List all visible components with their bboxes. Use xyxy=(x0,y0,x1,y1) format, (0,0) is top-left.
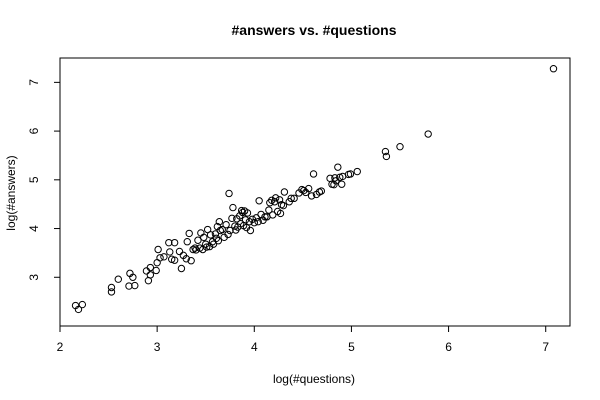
data-point xyxy=(200,233,208,242)
y-tick-label: 4 xyxy=(27,225,41,232)
data-point xyxy=(218,225,226,234)
data-point xyxy=(254,218,262,226)
data-point xyxy=(107,283,116,292)
x-axis: 2 3 4 5 6 7 xyxy=(57,326,549,354)
data-point xyxy=(229,203,237,212)
data-point xyxy=(206,231,215,239)
data-points xyxy=(71,65,558,314)
data-point xyxy=(266,199,274,207)
data-point xyxy=(252,214,260,222)
x-tick-label: 4 xyxy=(251,340,258,354)
data-point xyxy=(142,267,151,275)
data-point xyxy=(353,167,361,176)
plot-frame xyxy=(59,57,571,327)
data-point xyxy=(287,194,295,203)
data-point xyxy=(177,264,186,273)
data-point xyxy=(114,275,122,283)
data-point xyxy=(317,187,326,195)
y-axis: 3 4 5 6 7 xyxy=(27,79,60,281)
x-tick-label: 3 xyxy=(154,340,161,354)
chart-title: #answers vs. #questions xyxy=(232,22,397,38)
data-point xyxy=(265,206,273,214)
data-point xyxy=(276,209,285,218)
data-point xyxy=(382,152,391,161)
data-point xyxy=(269,211,277,219)
data-point xyxy=(194,236,202,244)
y-tick-label: 5 xyxy=(27,176,41,183)
y-axis-title: log(#answers) xyxy=(4,155,18,230)
data-point xyxy=(170,238,179,247)
data-point xyxy=(280,188,289,196)
data-point xyxy=(246,226,255,235)
data-point xyxy=(307,192,316,200)
data-point xyxy=(304,184,313,193)
data-point xyxy=(346,170,355,178)
data-point xyxy=(279,201,288,210)
data-point xyxy=(255,197,263,205)
data-point xyxy=(224,230,232,239)
data-point xyxy=(270,198,279,206)
y-tick-label: 6 xyxy=(27,127,41,134)
data-point xyxy=(189,245,197,254)
data-point xyxy=(165,238,173,247)
data-point xyxy=(225,189,233,198)
data-point xyxy=(211,230,220,238)
data-point xyxy=(290,194,298,203)
data-point xyxy=(300,186,308,195)
data-point xyxy=(214,237,223,245)
data-point xyxy=(175,247,184,256)
data-point xyxy=(107,288,116,296)
x-tick-label: 5 xyxy=(348,340,355,354)
data-point xyxy=(338,180,346,188)
data-point xyxy=(156,254,164,262)
data-point xyxy=(129,273,137,281)
y-tick-label: 3 xyxy=(27,274,41,281)
x-tick-label: 7 xyxy=(542,340,549,354)
data-point xyxy=(228,214,236,223)
data-point xyxy=(212,234,221,242)
data-point xyxy=(424,130,432,138)
data-point xyxy=(146,271,155,279)
data-point xyxy=(250,218,258,227)
x-tick-label: 6 xyxy=(445,340,452,354)
data-point xyxy=(330,180,338,189)
data-point xyxy=(334,163,342,171)
data-point xyxy=(125,282,133,290)
data-point xyxy=(160,253,168,261)
data-point xyxy=(271,194,280,202)
data-point xyxy=(185,229,193,238)
data-point xyxy=(166,248,174,256)
data-point xyxy=(238,208,247,217)
data-point xyxy=(222,220,230,229)
data-point xyxy=(74,305,83,314)
data-point xyxy=(154,245,162,254)
data-point xyxy=(209,240,218,248)
data-point xyxy=(170,256,179,264)
data-point xyxy=(187,257,195,265)
y-tick-label: 7 xyxy=(27,79,41,86)
data-point xyxy=(202,243,211,251)
data-point xyxy=(183,238,191,246)
data-point xyxy=(396,142,404,151)
data-point xyxy=(78,300,87,309)
data-point xyxy=(182,255,190,263)
data-point xyxy=(146,263,155,272)
data-point xyxy=(275,196,284,204)
data-point xyxy=(226,226,234,235)
data-point xyxy=(241,216,250,224)
data-point xyxy=(152,266,160,275)
data-point xyxy=(381,147,390,156)
data-point xyxy=(131,281,139,290)
data-point xyxy=(215,218,224,226)
x-tick-label: 2 xyxy=(57,340,64,354)
x-axis-title: log(#questions) xyxy=(273,372,355,386)
data-point xyxy=(309,170,318,178)
data-point xyxy=(549,65,558,73)
data-point xyxy=(243,209,252,217)
data-point xyxy=(261,213,269,221)
